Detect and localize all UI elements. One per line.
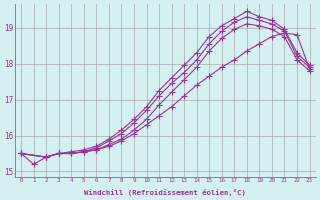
X-axis label: Windchill (Refroidissement éolien,°C): Windchill (Refroidissement éolien,°C) [84, 189, 246, 196]
